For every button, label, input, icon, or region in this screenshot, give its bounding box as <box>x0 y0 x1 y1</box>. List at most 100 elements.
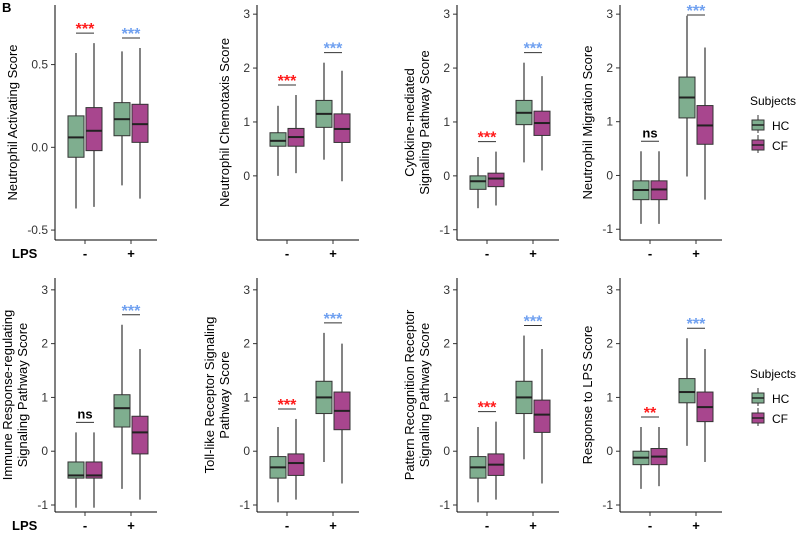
x-tick-label: - <box>648 246 652 261</box>
panel-1: -0.5 0.0 0.5 Neutrophil Activating Score - **… <box>5 5 157 261</box>
y-tick-label: -1 <box>602 498 613 512</box>
x-tick-label: + <box>529 518 537 533</box>
y-tick-label: 0 <box>41 444 48 458</box>
box-cf <box>487 172 505 188</box>
significance-label: ns <box>77 406 92 421</box>
y-axis-label: Neutrophil Migration Score <box>580 46 595 200</box>
y-axis-label: Signaling Pathway Score <box>15 323 30 468</box>
box-hc <box>269 132 287 147</box>
y-axis-label: Response to LPS Score <box>580 326 595 465</box>
box-hc <box>113 394 131 428</box>
y-tick-label: 0.5 <box>31 58 48 72</box>
y-tick-label: 2 <box>243 337 250 351</box>
y-tick-label: -1 <box>239 498 250 512</box>
legend-title: Subjects <box>750 94 796 108</box>
x-axis-title: LPS <box>12 246 38 261</box>
y-tick-label: 1 <box>243 115 250 129</box>
y-tick-label: 1 <box>41 390 48 404</box>
y-tick-label: -1 <box>439 498 450 512</box>
box-cf <box>85 461 103 479</box>
panel-6: -1 0 1 2 3 Toll-like Receptor Signaling Pathwa… <box>202 278 359 533</box>
box-cf <box>287 453 305 476</box>
x-tick-label: + <box>329 246 337 261</box>
significance-label: ns <box>642 125 657 140</box>
x-tick-label: + <box>127 246 135 261</box>
y-axis-label: Immune Response-regulating <box>0 310 15 481</box>
significance-label: *** <box>76 21 95 38</box>
legend-label: HC <box>772 119 790 133</box>
x-tick-label: - <box>83 246 87 261</box>
y-tick-label: 0.0 <box>31 140 48 154</box>
box-cf <box>131 415 149 455</box>
y-axis-label: Toll-like Receptor Signaling <box>202 317 217 474</box>
panel-8: -1 0 1 2 3 Response to LPS Score - ** + *** Subjec… <box>580 278 796 533</box>
y-axis-label: Pathway Score <box>217 351 232 438</box>
x-tick-label: - <box>648 518 652 533</box>
y-tick-label: -1 <box>37 498 48 512</box>
significance-label: *** <box>278 73 297 90</box>
y-axis-label: Signaling Pathway Score <box>417 323 432 468</box>
significance-label: *** <box>478 130 497 147</box>
y-axis-label: Signaling Pathway Score <box>417 50 432 195</box>
panel-2: 0 1 2 3 Neutrophil Chemotaxis Score - *** + *** <box>217 5 359 261</box>
x-tick-label: + <box>127 518 135 533</box>
y-tick-label: 2 <box>606 61 613 75</box>
y-tick-label: 0 <box>606 168 613 182</box>
significance-label: *** <box>687 316 706 333</box>
panel-letter: B <box>2 0 12 15</box>
y-tick-label: 2 <box>606 337 613 351</box>
legend-title: Subjects <box>750 367 796 381</box>
x-tick-label: - <box>485 246 489 261</box>
y-tick-label: 3 <box>606 283 613 297</box>
box-hc <box>67 461 85 479</box>
y-tick-label: 2 <box>443 61 450 75</box>
box-cf <box>85 107 103 152</box>
x-tick-label: + <box>692 518 700 533</box>
legend-label: CF <box>772 412 788 426</box>
y-tick-label: 3 <box>243 283 250 297</box>
y-tick-label: -0.5 <box>27 223 48 237</box>
y-tick-label: 0 <box>606 444 613 458</box>
box-cf <box>533 399 551 433</box>
x-tick-label: - <box>83 518 87 533</box>
y-axis-label: Neutrophil Chemotaxis Score <box>217 38 232 207</box>
significance-label: *** <box>324 311 343 328</box>
x-axis-title: LPS <box>12 518 38 533</box>
significance-label: *** <box>524 314 543 331</box>
significance-label: *** <box>687 3 706 20</box>
y-axis-label: Pattern Recognition Receptor <box>402 309 417 480</box>
legend-label: HC <box>772 392 790 406</box>
y-tick-label: 2 <box>443 337 450 351</box>
y-tick-label: 3 <box>41 283 48 297</box>
legend-label: CF <box>772 139 788 153</box>
significance-label: ** <box>644 405 657 422</box>
x-tick-label: + <box>529 246 537 261</box>
y-tick-label: 1 <box>443 390 450 404</box>
panel-3: -1 0 1 2 3 Cytokine-mediated Signaling Pathway… <box>402 5 559 261</box>
y-tick-label: 3 <box>443 283 450 297</box>
y-tick-label: 3 <box>243 7 250 21</box>
panel-5: -1 0 1 2 3 Immune Response-regulating Signalin… <box>0 278 157 533</box>
significance-label: *** <box>278 397 297 414</box>
significance-label: *** <box>524 41 543 58</box>
x-tick-label: - <box>485 518 489 533</box>
x-tick-label: + <box>692 246 700 261</box>
x-tick-label: - <box>285 246 289 261</box>
panel-7: -1 0 1 2 3 Pattern Recognition Receptor Signal… <box>402 278 559 533</box>
box-hc <box>469 175 487 190</box>
y-tick-label: 1 <box>606 115 613 129</box>
box-hc <box>678 378 696 404</box>
y-tick-label: 0 <box>243 169 250 183</box>
y-tick-label: 1 <box>606 390 613 404</box>
y-tick-label: 1 <box>243 390 250 404</box>
y-tick-label: -1 <box>439 223 450 237</box>
y-tick-label: -1 <box>602 222 613 236</box>
y-tick-label: 0 <box>443 444 450 458</box>
y-axis-label: Neutrophil Activating Score <box>5 44 20 200</box>
y-tick-label: 3 <box>443 7 450 21</box>
y-tick-label: 0 <box>443 169 450 183</box>
y-tick-label: 1 <box>443 115 450 129</box>
significance-label: *** <box>122 26 141 43</box>
y-axis-label: Cytokine-mediated <box>402 68 417 176</box>
